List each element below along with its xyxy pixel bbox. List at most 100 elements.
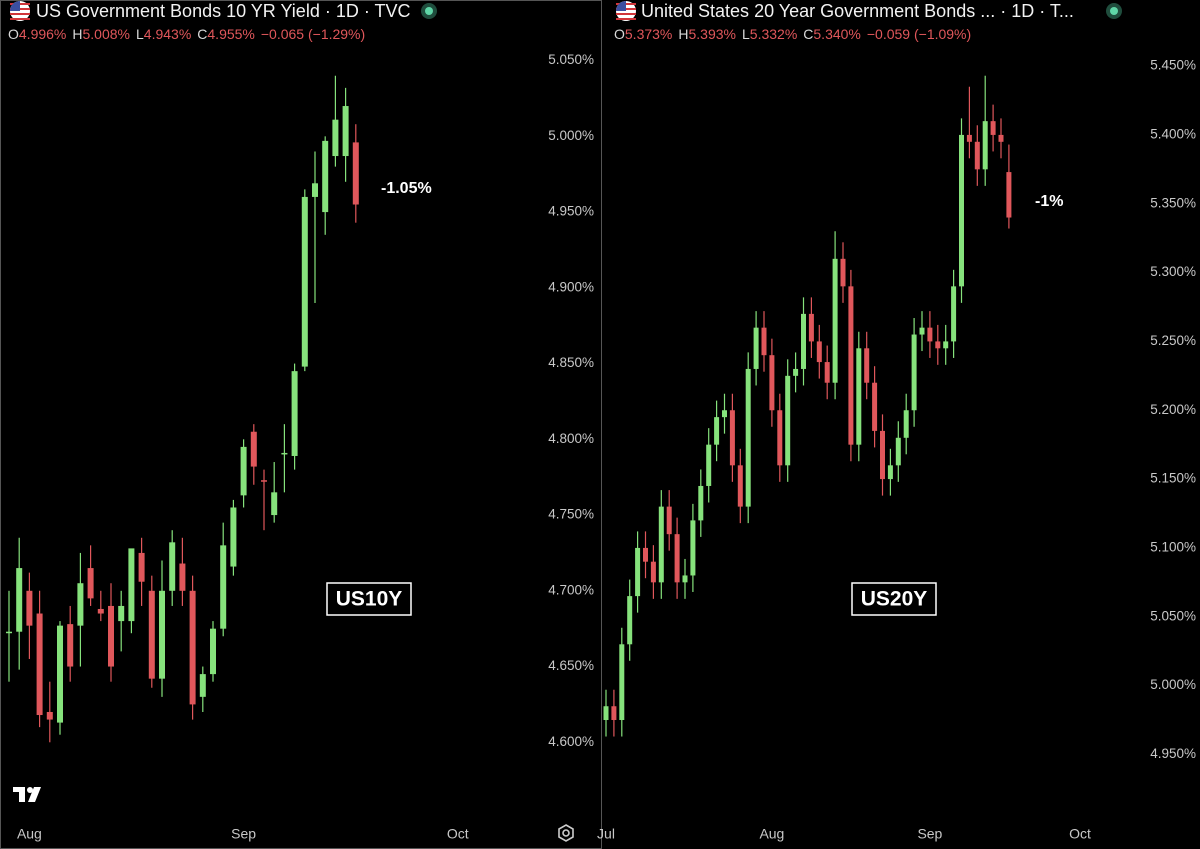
candle-body (250, 431, 257, 467)
candle-body (935, 341, 941, 349)
candle-body (77, 583, 84, 626)
candle-body (982, 121, 988, 170)
candle-body (342, 106, 349, 157)
candle-body (808, 313, 814, 342)
candle-body (966, 134, 972, 142)
candle-body (903, 410, 909, 438)
y-tick-label: 5.400% (1150, 126, 1196, 141)
candle-body (312, 183, 318, 197)
ohlc-header: O5.373% H5.393% L5.332% C5.340% −0.059 (−1.0… (614, 26, 971, 42)
y-tick-label: 4.650% (548, 658, 594, 673)
y-tick-label: 5.050% (1150, 608, 1196, 623)
symbol-label: US10Y (336, 588, 403, 611)
candle-body (690, 520, 696, 576)
candle-body (627, 596, 633, 645)
candle-body (737, 465, 743, 507)
candle-body (138, 552, 145, 582)
candle-body (919, 327, 925, 335)
status-dot (421, 3, 437, 19)
y-tick-label: 5.050% (548, 52, 594, 67)
x-tick-label: Sep (231, 826, 256, 842)
candle-body (650, 561, 656, 583)
ohlc-value: 5.332% (750, 26, 797, 42)
candle-body (301, 196, 308, 367)
candle-body (943, 341, 949, 349)
symbol-box (326, 582, 412, 616)
candle-body (872, 382, 878, 431)
ohlc-value: 5.393% (689, 26, 736, 42)
x-tick-label: Oct (447, 826, 469, 842)
symbol-box (851, 582, 937, 616)
candle-body (16, 568, 23, 632)
candle-body (199, 674, 206, 697)
status-dot (1106, 3, 1122, 19)
candle-body (291, 371, 298, 456)
y-tick-label: 5.000% (1150, 677, 1196, 692)
candle-body (974, 141, 980, 170)
candle-body (619, 644, 625, 721)
candle-body (658, 506, 664, 583)
x-tick-label: Oct (1069, 826, 1091, 842)
x-tick-label: Jul (597, 826, 615, 842)
candle-body (261, 480, 267, 482)
ohlc-key: C (803, 26, 813, 42)
candle-body (6, 631, 12, 634)
candle-body (801, 313, 806, 369)
candle-body (322, 140, 329, 213)
candle-body (998, 134, 1004, 142)
candle-body (824, 362, 830, 383)
ohlc-value: 5.340% (813, 26, 860, 42)
candle-body (864, 348, 870, 383)
candle-body (179, 563, 186, 591)
candle-body (271, 492, 278, 516)
candle-body (927, 327, 933, 342)
tradingview-logo[interactable] (13, 787, 41, 802)
candle-body (777, 410, 783, 466)
settings-icon[interactable] (558, 824, 574, 842)
candle-body (148, 590, 155, 679)
y-tick-label: 5.150% (1150, 471, 1196, 486)
candle-body (666, 506, 672, 535)
candle-body (352, 142, 359, 205)
candle-body (698, 485, 704, 521)
y-tick-label: 4.950% (548, 204, 594, 219)
y-tick-label: 4.900% (548, 279, 594, 294)
candle-body (169, 542, 176, 591)
candle-body (714, 417, 720, 445)
candle-body (128, 548, 135, 622)
candle-body (210, 628, 216, 675)
candle-body (674, 534, 680, 583)
candle-body (753, 327, 759, 369)
candle-body (603, 706, 609, 721)
y-tick-label: 4.600% (548, 734, 594, 749)
candle-body (1006, 172, 1012, 218)
candle-body (990, 121, 996, 135)
candle-body (159, 590, 165, 679)
candle-body (769, 355, 775, 411)
candle-body (332, 119, 339, 157)
symbol-label: US20Y (861, 588, 928, 611)
y-tick-label: 4.950% (1150, 746, 1196, 761)
ohlc-value: 5.373% (625, 26, 672, 42)
candle-body (220, 545, 227, 629)
x-tick-label: Aug (17, 826, 42, 842)
candle-body (856, 348, 862, 445)
candle-body (895, 437, 901, 466)
price-change: −0.065 (−1.29%) (261, 26, 365, 42)
candle-body (745, 368, 751, 507)
ohlc-key: O (8, 26, 19, 42)
change-annotation: -1.05% (381, 180, 432, 197)
ohlc-key: L (136, 26, 144, 42)
chart-title: US Government Bonds 10 YR Yield · 1D · T… (36, 1, 411, 21)
ohlc-value: 4.996% (19, 26, 66, 42)
y-tick-label: 4.700% (548, 582, 594, 597)
ohlc-value: 4.955% (207, 26, 254, 42)
ohlc-value: 5.008% (83, 26, 130, 42)
candle-body (951, 286, 957, 342)
candle-body (97, 608, 104, 614)
y-tick-label: 4.850% (548, 355, 594, 370)
candle-body (959, 134, 964, 287)
candle-body (108, 605, 114, 667)
y-tick-label: 5.450% (1150, 58, 1196, 73)
